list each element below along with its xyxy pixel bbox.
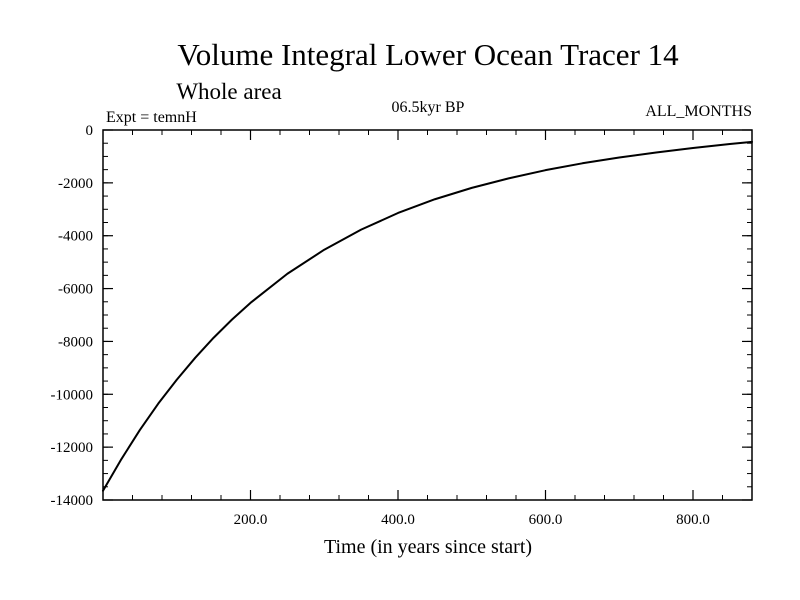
major-ticks [103, 129, 752, 501]
y-tick-label: -6000 [58, 282, 93, 298]
y-tick-label: 0 [86, 123, 94, 139]
chart-subtitle: Whole area [176, 79, 281, 104]
plot-frame [102, 129, 753, 501]
chart-title: Volume Integral Lower Ocean Tracer 14 [177, 37, 679, 72]
y-tick-label: -10000 [51, 387, 94, 403]
x-tick-label: 800.0 [676, 512, 710, 528]
period-label: 06.5kyr BP [392, 99, 465, 116]
y-tick-label: -14000 [51, 493, 94, 509]
minor-ticks [103, 130, 752, 500]
x-tick-label: 200.0 [234, 512, 268, 528]
series-lines [102, 140, 753, 492]
x-axis-label: Time (in years since start) [324, 536, 532, 558]
experiment-label: Expt = temnH [106, 109, 197, 126]
y-tick-label: -4000 [58, 229, 93, 245]
x-tick-label: 600.0 [529, 512, 563, 528]
x-tick-label: 400.0 [381, 512, 415, 528]
x-tick-labels: 200.0 400.0 600.0 800.0 [234, 512, 710, 528]
y-tick-labels: 0 -2000 -4000 -6000 -8000 -10000 -12000 -14000 [51, 123, 94, 509]
series-line [102, 140, 753, 492]
y-tick-label: -12000 [51, 440, 94, 456]
months-label: ALL_MONTHS [645, 103, 752, 120]
y-tick-label: -8000 [58, 334, 93, 350]
y-tick-label: -2000 [58, 176, 93, 192]
